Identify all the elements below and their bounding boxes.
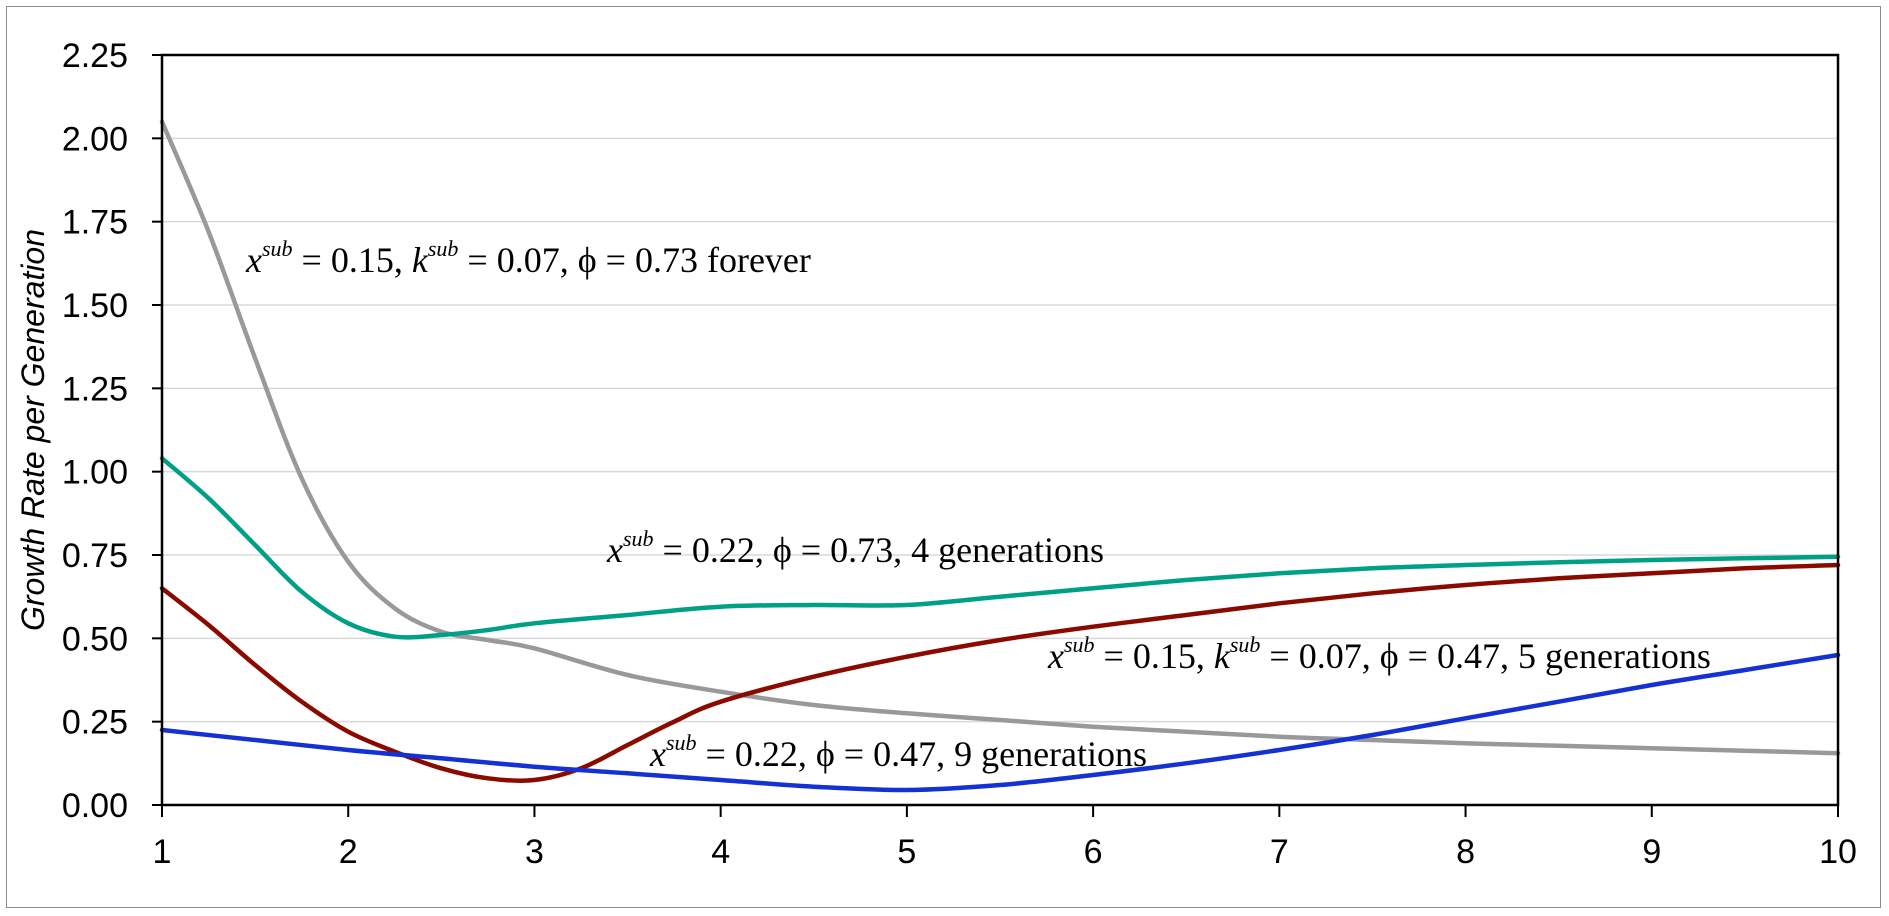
y-tick-label: 1.25: [62, 370, 128, 408]
series-annotation: xsub = 0.22, ϕ = 0.47, 9 generations: [649, 730, 1147, 774]
x-tick-label: 5: [897, 833, 916, 871]
x-tick-label: 4: [711, 833, 730, 871]
x-tick-label: 10: [1819, 833, 1857, 871]
series-lines: [159, 119, 1841, 793]
x-tick-label: 9: [1642, 833, 1661, 871]
y-tick-label: 0.75: [62, 537, 128, 575]
x-tick-label: 7: [1270, 833, 1289, 871]
y-axis-label: Growth Rate per Generation: [15, 229, 51, 631]
gridlines: [162, 137, 1838, 723]
axes: 0.00 0.25 0.50 0.75 1.00 1.25 1.50 1.75 2.00 2.25…: [62, 37, 1857, 871]
series-line-red: [159, 562, 1841, 783]
y-tick-label: 0.25: [62, 704, 128, 742]
x-tick-label: 1: [153, 833, 172, 871]
y-tick-label: 1.75: [62, 204, 128, 242]
x-tick-label: 6: [1084, 833, 1103, 871]
x-tick-label: 2: [339, 833, 358, 871]
series-annotation: xsub = 0.15, ksub = 0.07, ϕ = 0.73 forev…: [245, 236, 811, 280]
series-line-gray: [159, 119, 1841, 756]
series-line-blue: [159, 652, 1841, 793]
y-tick-label: 1.00: [62, 454, 128, 492]
series-line-teal: [159, 456, 1841, 640]
y-tick-label: 0.50: [62, 620, 128, 658]
y-tick-label: 2.25: [62, 37, 128, 75]
plot-area-border: [160, 53, 1840, 807]
y-tick-label: 2.00: [62, 120, 128, 158]
x-tick-label: 8: [1456, 833, 1475, 871]
x-tick-label: 3: [525, 833, 544, 871]
series-annotation: xsub = 0.15, ksub = 0.07, ϕ = 0.47, 5 ge…: [1047, 632, 1711, 676]
series-annotation: xsub = 0.22, ϕ = 0.73, 4 generations: [606, 526, 1104, 570]
chart-frame: [6, 6, 1881, 908]
y-tick-label: 1.50: [62, 287, 128, 325]
y-tick-label: 0.00: [62, 787, 128, 825]
annotations: xsub = 0.15, ksub = 0.07, ϕ = 0.73 forev…: [245, 236, 1711, 774]
